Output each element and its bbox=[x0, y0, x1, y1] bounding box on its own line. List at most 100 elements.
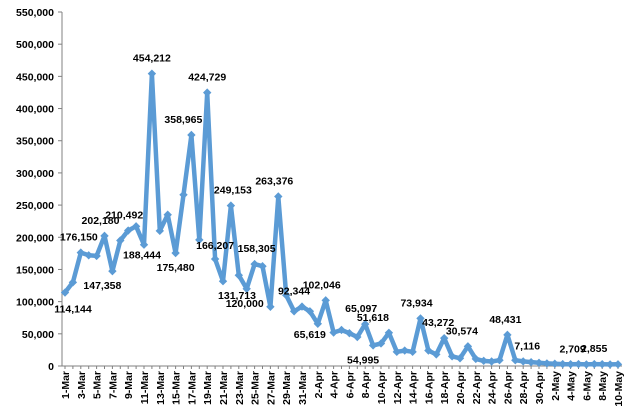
y-tick-label: 300,000 bbox=[16, 168, 54, 180]
data-point bbox=[590, 359, 599, 369]
y-tick-label: 150,000 bbox=[16, 264, 54, 276]
data-point bbox=[368, 341, 378, 350]
x-tick-label: 31-Mar bbox=[297, 371, 309, 405]
data-label: 114,144 bbox=[54, 304, 92, 316]
data-point bbox=[92, 251, 101, 261]
data-label: 30,574 bbox=[446, 325, 478, 337]
data-point bbox=[242, 284, 251, 293]
data-point bbox=[526, 357, 536, 367]
x-tick-label: 12-Apr bbox=[392, 371, 404, 404]
data-label: 249,153 bbox=[214, 185, 252, 197]
data-label: 358,965 bbox=[164, 114, 202, 126]
x-tick-label: 13-Mar bbox=[155, 371, 167, 405]
x-tick-label: 24-Apr bbox=[487, 371, 499, 404]
data-point bbox=[274, 192, 283, 201]
data-point bbox=[147, 69, 157, 78]
data-point bbox=[455, 354, 465, 363]
data-point bbox=[171, 248, 180, 258]
data-point bbox=[321, 296, 330, 305]
x-tick-label: 2-May bbox=[550, 371, 562, 401]
data-label: 65,097 bbox=[345, 303, 377, 315]
data-label: 2,709 bbox=[559, 343, 585, 355]
y-tick-label: 550,000 bbox=[16, 7, 54, 19]
data-point bbox=[226, 201, 236, 210]
data-point bbox=[392, 347, 401, 357]
y-tick-label: 450,000 bbox=[16, 71, 54, 83]
data-point bbox=[313, 319, 322, 328]
x-tick-label: 1-Mar bbox=[60, 371, 72, 399]
data-label: 424,729 bbox=[188, 72, 226, 84]
data-point bbox=[139, 240, 149, 249]
x-tick-label: 11-Mar bbox=[139, 371, 151, 404]
data-label: 175,480 bbox=[157, 262, 195, 274]
y-tick-label: 400,000 bbox=[16, 104, 54, 116]
data-label: 166,207 bbox=[196, 240, 234, 252]
data-point bbox=[337, 325, 346, 335]
data-label: 147,358 bbox=[83, 280, 121, 292]
x-tick-label: 3-Mar bbox=[76, 371, 88, 399]
x-tick-label: 5-Mar bbox=[92, 371, 104, 399]
data-label: 73,934 bbox=[400, 297, 432, 309]
data-point bbox=[558, 359, 567, 369]
x-tick-label: 8-Apr bbox=[360, 371, 372, 398]
data-point bbox=[116, 236, 125, 245]
y-tick-label: 250,000 bbox=[16, 200, 54, 212]
data-point bbox=[487, 357, 496, 366]
x-tick-label: 30-Apr bbox=[534, 371, 546, 404]
x-tick-label: 18-Apr bbox=[439, 371, 451, 404]
x-tick-label: 4-Apr bbox=[329, 371, 341, 398]
series-daily-values bbox=[60, 69, 623, 369]
data-point bbox=[542, 359, 552, 368]
data-point bbox=[408, 347, 417, 357]
x-tick-label: 10-Apr bbox=[376, 371, 388, 404]
data-label: 202,180 bbox=[82, 215, 120, 227]
data-point bbox=[511, 356, 520, 365]
data-point bbox=[84, 251, 93, 260]
data-point bbox=[329, 328, 338, 337]
data-label: 7,116 bbox=[514, 340, 540, 352]
data-point bbox=[100, 231, 109, 241]
data-point bbox=[503, 330, 512, 340]
data-point bbox=[155, 226, 164, 236]
data-label: 188,444 bbox=[123, 250, 161, 262]
x-tick-label: 20-Apr bbox=[455, 371, 467, 404]
x-tick-label: 28-Apr bbox=[518, 371, 530, 404]
data-point bbox=[282, 291, 291, 300]
data-label: 210,492 bbox=[105, 210, 143, 222]
data-point bbox=[574, 359, 583, 369]
x-tick-label: 25-Mar bbox=[250, 371, 262, 405]
data-label: 43,272 bbox=[422, 317, 454, 329]
data-label: 54,995 bbox=[347, 354, 379, 366]
data-labels: 114,144 176,150 202,180 147,358 210,492 188,4… bbox=[54, 53, 607, 367]
x-tick-label: 15-Mar bbox=[171, 371, 183, 405]
data-point bbox=[76, 248, 85, 257]
data-point bbox=[471, 354, 480, 364]
data-label: 120,000 bbox=[226, 298, 264, 310]
data-point bbox=[163, 210, 172, 219]
x-axis: 1-Mar 3-Mar 5-Mar 7-Mar 9-Mar 11-Mar 13-Mar 15-… bbox=[60, 365, 625, 407]
data-label: 176,150 bbox=[60, 232, 98, 244]
data-point bbox=[195, 235, 204, 245]
data-point bbox=[416, 314, 425, 323]
data-point bbox=[582, 360, 591, 369]
data-label: 102,046 bbox=[303, 279, 341, 291]
data-label: 454,212 bbox=[133, 53, 171, 65]
x-tick-label: 27-Mar bbox=[265, 371, 277, 405]
x-tick-label: 14-Apr bbox=[408, 371, 420, 404]
data-point bbox=[424, 346, 433, 355]
y-tick-label: 200,000 bbox=[16, 232, 54, 244]
data-point bbox=[305, 307, 315, 316]
y-axis: 0 50,000 100,000 150,000 200,000 250,000 300,0… bbox=[16, 7, 63, 373]
data-point bbox=[479, 356, 488, 366]
y-tick-label: 500,000 bbox=[16, 39, 54, 51]
data-point bbox=[234, 271, 243, 280]
x-tick-label: 8-May bbox=[597, 371, 609, 401]
y-tick-label: 50,000 bbox=[22, 329, 54, 341]
data-point bbox=[605, 360, 615, 369]
data-point bbox=[566, 360, 575, 369]
x-tick-label: 2-Apr bbox=[313, 371, 325, 398]
data-point bbox=[187, 130, 196, 140]
data-point bbox=[131, 222, 141, 231]
y-tick-label: 350,000 bbox=[16, 136, 54, 148]
